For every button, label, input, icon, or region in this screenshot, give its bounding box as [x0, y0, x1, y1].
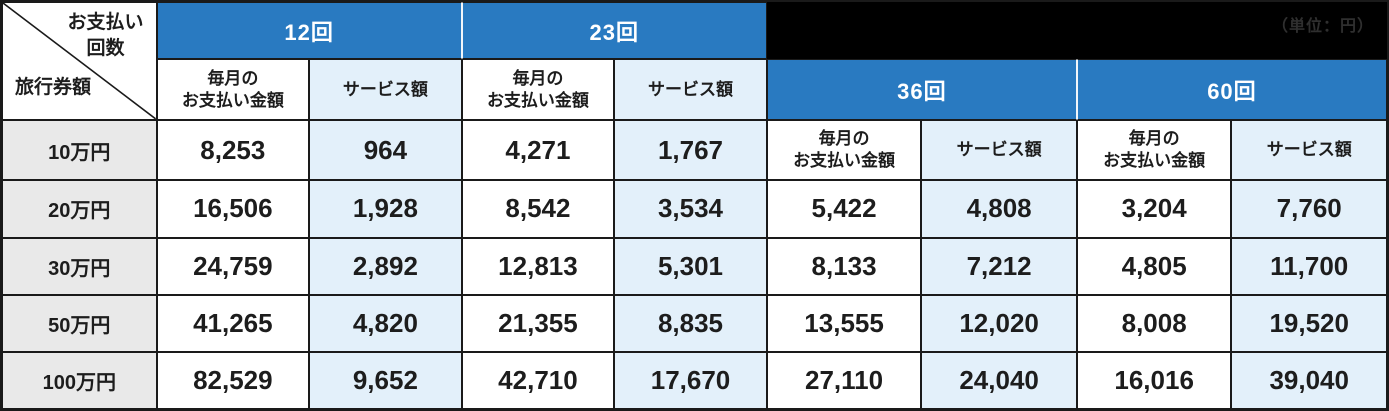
unit-note: （単位：円）: [1271, 18, 1374, 35]
data-cell: 5,301: [614, 237, 767, 296]
data-cell: 39,040: [1231, 351, 1387, 409]
data-cell: 16,506: [156, 180, 310, 238]
data-cell: 7,760: [1231, 180, 1387, 238]
subheader-service-23: サービス額: [614, 59, 767, 120]
diagonal-line: [3, 3, 156, 119]
data-cell: 3,204: [1076, 180, 1232, 238]
subheader-service-12: サービス額: [309, 59, 462, 120]
data-cell: 19,520: [1231, 295, 1387, 352]
data-cell: 41,265: [156, 295, 310, 352]
data-cell: 4,271: [461, 119, 615, 181]
data-cell: 17,670: [614, 351, 767, 409]
data-cell: 5,422: [766, 180, 922, 238]
black-band: （単位：円）: [766, 2, 1387, 60]
data-cell: 42,710: [461, 351, 615, 409]
data-cell: 4,805: [1076, 237, 1232, 296]
row-label: 30万円: [2, 237, 157, 296]
data-cell: 27,110: [766, 351, 922, 409]
col-header-60-installments: 60回: [1076, 59, 1387, 120]
data-cell: 12,020: [921, 295, 1077, 352]
data-cell: 8,542: [461, 180, 615, 238]
subheader-monthly-60: 毎月の お支払い金額: [1076, 119, 1232, 181]
data-cell: 82,529: [156, 351, 310, 409]
data-cell: 7,212: [921, 237, 1077, 296]
data-cell: 8,133: [766, 237, 922, 296]
row-label: 50万円: [2, 295, 157, 352]
data-cell: 11,700: [1231, 237, 1387, 296]
corner-cell: お支払い 回数 旅行券額: [2, 2, 157, 120]
col-header-36-installments: 36回: [766, 59, 1077, 120]
col-header-23-installments: 23回: [461, 2, 767, 60]
data-cell: 21,355: [461, 295, 615, 352]
corner-label-payment-count: お支払い 回数: [67, 12, 144, 59]
subheader-monthly-12: 毎月の お支払い金額: [156, 59, 310, 120]
data-cell: 2,892: [309, 237, 462, 296]
row-label: 100万円: [2, 351, 157, 409]
row-label: 20万円: [2, 180, 157, 238]
data-cell: 13,555: [766, 295, 922, 352]
corner-label-voucher-amount: 旅行券額: [15, 76, 92, 98]
data-cell: 1,767: [614, 119, 767, 181]
data-cell: 24,040: [921, 351, 1077, 409]
subheader-monthly-23: 毎月の お支払い金額: [461, 59, 615, 120]
data-cell: 4,820: [309, 295, 462, 352]
subheader-service-36: サービス額: [921, 119, 1077, 181]
data-cell: 8,253: [156, 119, 310, 181]
data-cell: 3,534: [614, 180, 767, 238]
subheader-monthly-36: 毎月の お支払い金額: [766, 119, 922, 181]
data-cell: 12,813: [461, 237, 615, 296]
data-cell: 8,835: [614, 295, 767, 352]
subheader-service-60: サービス額: [1231, 119, 1387, 181]
data-cell: 16,016: [1076, 351, 1232, 409]
data-cell: 964: [309, 119, 462, 181]
col-header-12-installments: 12回: [156, 2, 462, 60]
data-cell: 24,759: [156, 237, 310, 296]
row-label: 10万円: [2, 119, 157, 181]
data-cell: 4,808: [921, 180, 1077, 238]
data-cell: 8,008: [1076, 295, 1232, 352]
data-cell: 9,652: [309, 351, 462, 409]
data-cell: 1,928: [309, 180, 462, 238]
